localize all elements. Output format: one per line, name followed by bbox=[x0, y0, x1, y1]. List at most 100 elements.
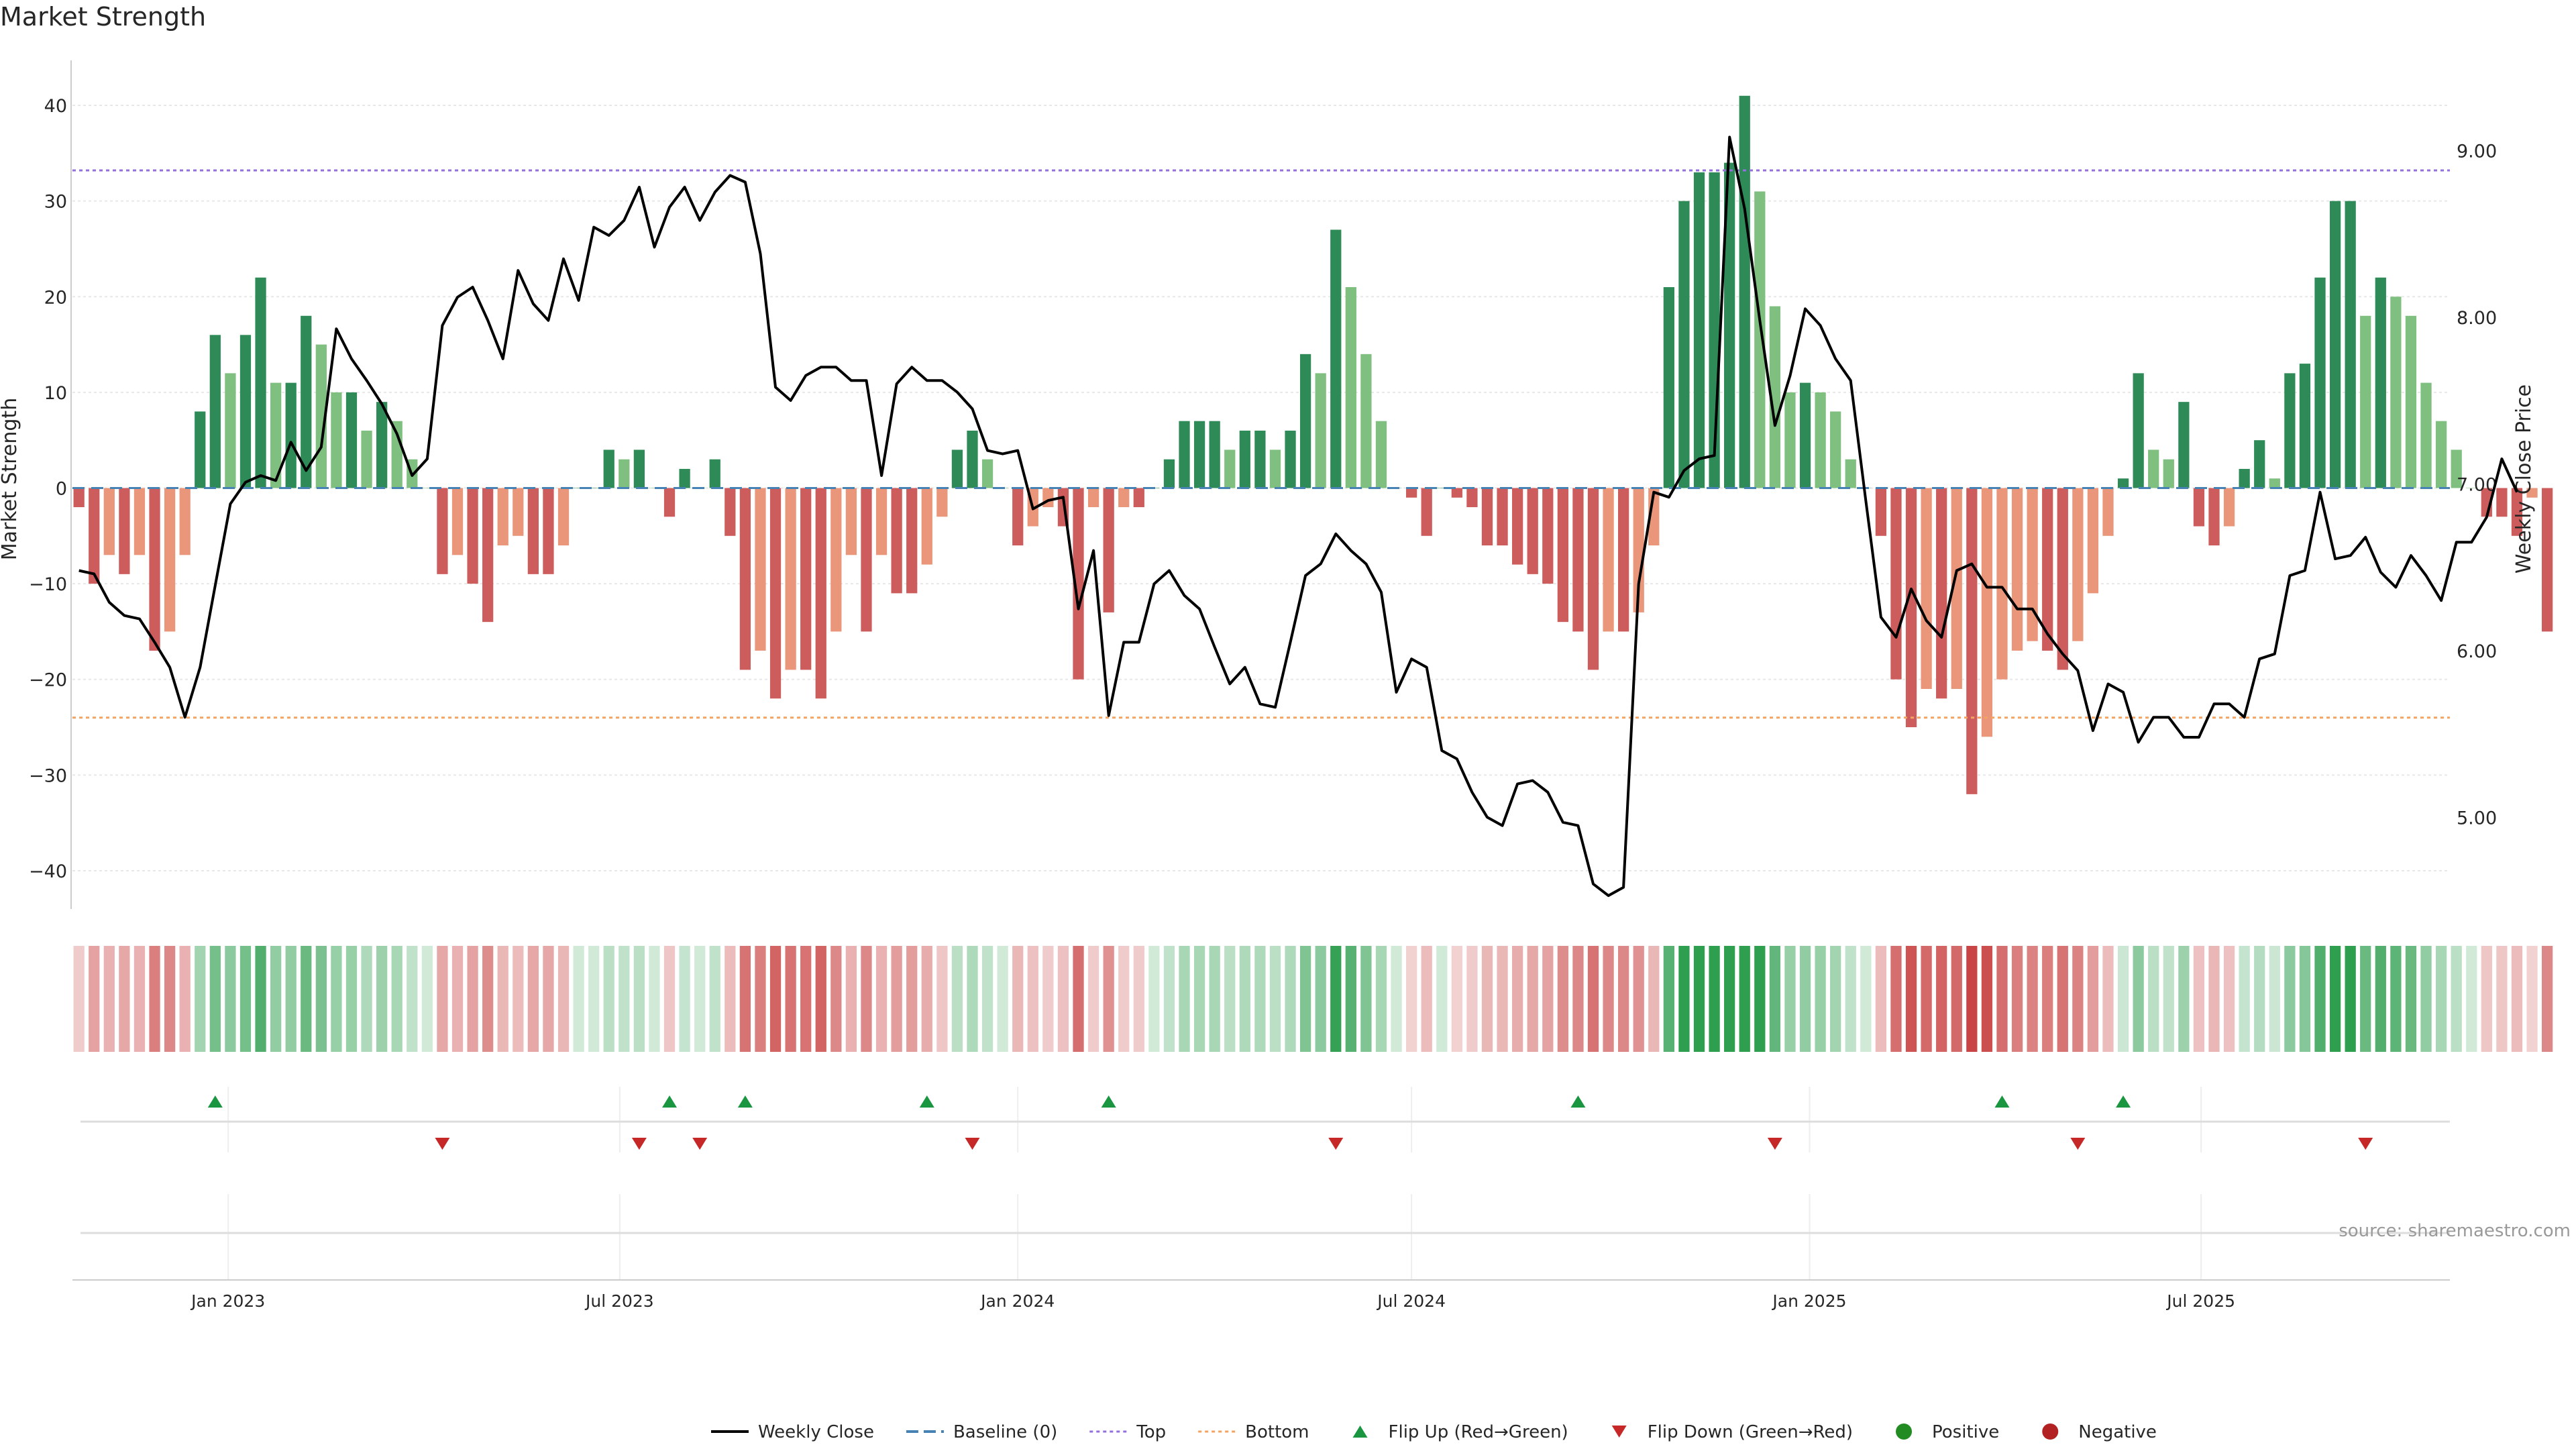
heat-cell bbox=[2405, 946, 2417, 1052]
strength-bar bbox=[1527, 488, 1538, 574]
heat-cell bbox=[239, 946, 252, 1052]
heat-cell bbox=[891, 946, 902, 1052]
y-axis-right: 5.00 6.00 7.00 8.00 9.00 bbox=[2457, 141, 2497, 828]
heat-cell bbox=[1209, 946, 1220, 1052]
heat-cell bbox=[437, 946, 448, 1052]
strength-bar bbox=[1163, 459, 1175, 488]
heat-cell bbox=[2178, 946, 2190, 1052]
strength-bar bbox=[588, 488, 599, 489]
y-axis-left: −40 −30 −20 −10 0 10 20 30 40 bbox=[29, 60, 72, 909]
heat-cell bbox=[1709, 946, 1720, 1052]
heat-cell bbox=[421, 946, 433, 1052]
strength-bar bbox=[543, 488, 554, 574]
heat-cell bbox=[2011, 946, 2023, 1052]
strength-bar bbox=[2208, 488, 2220, 546]
legend-item: Negative bbox=[2042, 1422, 2157, 1442]
strength-bar bbox=[633, 449, 645, 488]
strength-bar bbox=[2284, 373, 2296, 488]
strength-bar bbox=[830, 488, 842, 632]
strength-bar bbox=[557, 488, 570, 546]
strength-bar bbox=[815, 488, 826, 699]
strength-bar bbox=[1103, 488, 1114, 612]
heat-cell bbox=[1224, 946, 1236, 1052]
strength-bar bbox=[1603, 488, 1614, 632]
heat-cell bbox=[73, 946, 85, 1052]
heat-cell bbox=[2148, 946, 2159, 1052]
strength-bar bbox=[2375, 277, 2386, 488]
strength-bar bbox=[1921, 488, 1932, 689]
heat-cell bbox=[724, 946, 736, 1052]
strength-bar bbox=[1815, 392, 1826, 488]
strength-bar bbox=[785, 488, 796, 670]
heat-cell bbox=[1966, 946, 1978, 1052]
heat-cell bbox=[149, 946, 160, 1052]
flip-down-marker bbox=[631, 1138, 647, 1150]
heat-cell bbox=[2284, 946, 2296, 1052]
y-tick-label: −40 bbox=[29, 861, 67, 882]
strength-bar bbox=[1224, 449, 1236, 488]
heat-cell bbox=[2193, 946, 2205, 1052]
heat-cell bbox=[1936, 946, 1947, 1052]
heat-cell bbox=[2042, 946, 2053, 1052]
strength-bar bbox=[376, 402, 388, 488]
legend-item: Weekly Close bbox=[711, 1422, 874, 1442]
heat-cell bbox=[603, 946, 614, 1052]
strength-bar bbox=[1405, 488, 1417, 498]
strength-bar bbox=[2042, 488, 2053, 651]
legend-swatch-triangle-down bbox=[1611, 1426, 1627, 1438]
heat-cell bbox=[482, 946, 494, 1052]
heat-cell bbox=[2299, 946, 2311, 1052]
strength-bar bbox=[1951, 488, 1962, 689]
strength-bar bbox=[331, 392, 342, 488]
flip-up-marker bbox=[919, 1095, 934, 1108]
strength-bar bbox=[2072, 488, 2084, 641]
heat-cell bbox=[1285, 946, 1296, 1052]
strength-bar bbox=[345, 392, 358, 488]
strength-bar bbox=[981, 459, 994, 488]
heat-cell bbox=[1542, 946, 1554, 1052]
heat-cell bbox=[1330, 946, 1342, 1052]
strength-bar bbox=[1890, 488, 1902, 680]
heat-cell bbox=[1754, 946, 1766, 1052]
strength-bar bbox=[225, 373, 236, 488]
strength-bar bbox=[1981, 488, 1993, 737]
strength-bar bbox=[2178, 402, 2190, 488]
strength-bar bbox=[1133, 488, 1144, 508]
legend-swatch-triangle-up bbox=[1352, 1426, 1368, 1438]
source-text: source: sharemaestro.com bbox=[2339, 1221, 2571, 1241]
heat-cell bbox=[1815, 946, 1826, 1052]
heat-cell bbox=[951, 946, 963, 1052]
heat-cell bbox=[1299, 946, 1311, 1052]
heat-cell bbox=[2360, 946, 2371, 1052]
heat-cell bbox=[2375, 946, 2386, 1052]
strength-bar bbox=[2239, 468, 2250, 488]
strength-bar bbox=[1845, 459, 1856, 488]
legend-item: Positive bbox=[1896, 1422, 1999, 1442]
legend-item: Flip Down (Green→Red) bbox=[1611, 1422, 1853, 1442]
y-tick-label: −30 bbox=[29, 765, 67, 786]
flip-down-marker bbox=[965, 1138, 980, 1150]
strength-bar bbox=[1451, 488, 1462, 498]
heat-cell bbox=[1012, 946, 1024, 1052]
chart-title: Market Strength bbox=[0, 2, 206, 32]
strength-bar bbox=[497, 488, 508, 546]
heat-cell bbox=[2496, 946, 2508, 1052]
flip-down-marker bbox=[435, 1138, 450, 1150]
y2-tick-label: 5.00 bbox=[2457, 808, 2497, 828]
strength-bar bbox=[2496, 488, 2508, 517]
strength-bar bbox=[239, 335, 252, 488]
strength-bar bbox=[2254, 440, 2265, 488]
strength-bar bbox=[1239, 430, 1250, 488]
strength-bar bbox=[2329, 201, 2341, 488]
heat-cell bbox=[179, 946, 191, 1052]
strength-bar bbox=[2269, 478, 2280, 488]
heat-cell bbox=[1103, 946, 1114, 1052]
heat-cell bbox=[1193, 946, 1205, 1052]
strength-bar bbox=[1724, 162, 1735, 488]
heat-cell bbox=[1073, 946, 1084, 1052]
strength-bar bbox=[2133, 373, 2144, 488]
strength-bar bbox=[1799, 382, 1811, 488]
strength-bar bbox=[1784, 392, 1796, 488]
heat-cell bbox=[815, 946, 826, 1052]
strength-bar bbox=[1073, 488, 1084, 680]
